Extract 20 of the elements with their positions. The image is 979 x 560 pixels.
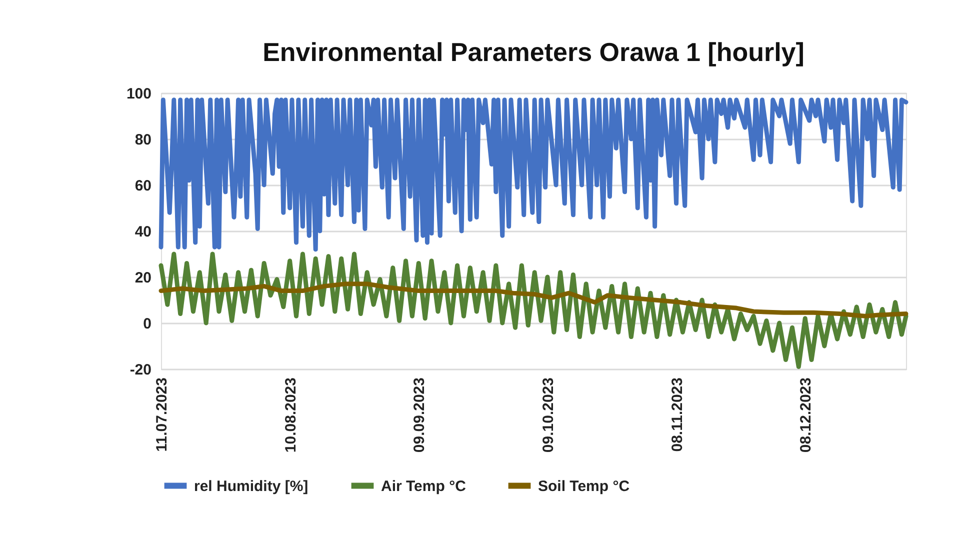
x-tick-label: 08.12.2023 [798,378,815,453]
x-tick-label: 11.07.2023 [154,378,170,452]
y-tick-label: 0 [143,316,152,332]
x-tick-label: 10.08.2023 [282,378,300,453]
y-tick-label: 80 [134,132,152,148]
legend-label: Air Temp °C [381,478,466,495]
x-tick-label: 08.11.2023 [668,378,686,452]
legend-label: Soil Temp °C [538,478,630,495]
x-tick-label: 09.09.2023 [411,378,428,453]
line-series [158,252,908,369]
legend-label: rel Humidity [%] [194,478,308,495]
y-tick-label: -20 [130,362,152,378]
y-tick-label: 60 [134,178,152,194]
chart-title: Environmental Parameters Orawa 1 [hourly] [262,37,804,67]
line-series [158,98,908,252]
y-tick-label: 20 [134,270,152,286]
y-tick-label: 100 [126,86,152,102]
y-tick-label: 40 [134,224,152,240]
line-series [158,282,908,318]
x-tick-label: 09.10.2023 [540,378,557,453]
